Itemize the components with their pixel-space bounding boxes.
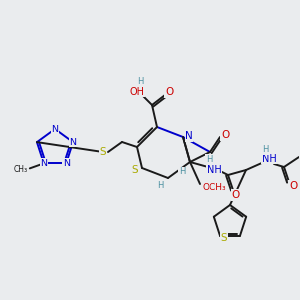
Text: OH: OH — [130, 87, 145, 97]
Text: H: H — [137, 77, 143, 86]
Text: O: O — [232, 190, 240, 200]
Text: NH: NH — [207, 165, 221, 175]
Text: N: N — [52, 124, 58, 134]
Text: H: H — [157, 182, 163, 190]
Text: H: H — [262, 146, 268, 154]
Text: O: O — [289, 181, 297, 191]
Text: N: N — [63, 159, 70, 168]
Text: O: O — [221, 130, 229, 140]
Text: H: H — [206, 154, 212, 164]
Text: CH₃: CH₃ — [14, 165, 28, 174]
Text: S: S — [132, 165, 138, 175]
Text: OCH₃: OCH₃ — [202, 182, 226, 191]
Text: O: O — [165, 87, 173, 97]
Text: S: S — [100, 147, 106, 157]
Text: N: N — [40, 159, 47, 168]
Text: N: N — [185, 131, 193, 141]
Text: N: N — [70, 138, 76, 147]
Text: H: H — [179, 167, 185, 176]
Text: NH: NH — [262, 154, 276, 164]
Text: S: S — [221, 233, 227, 243]
